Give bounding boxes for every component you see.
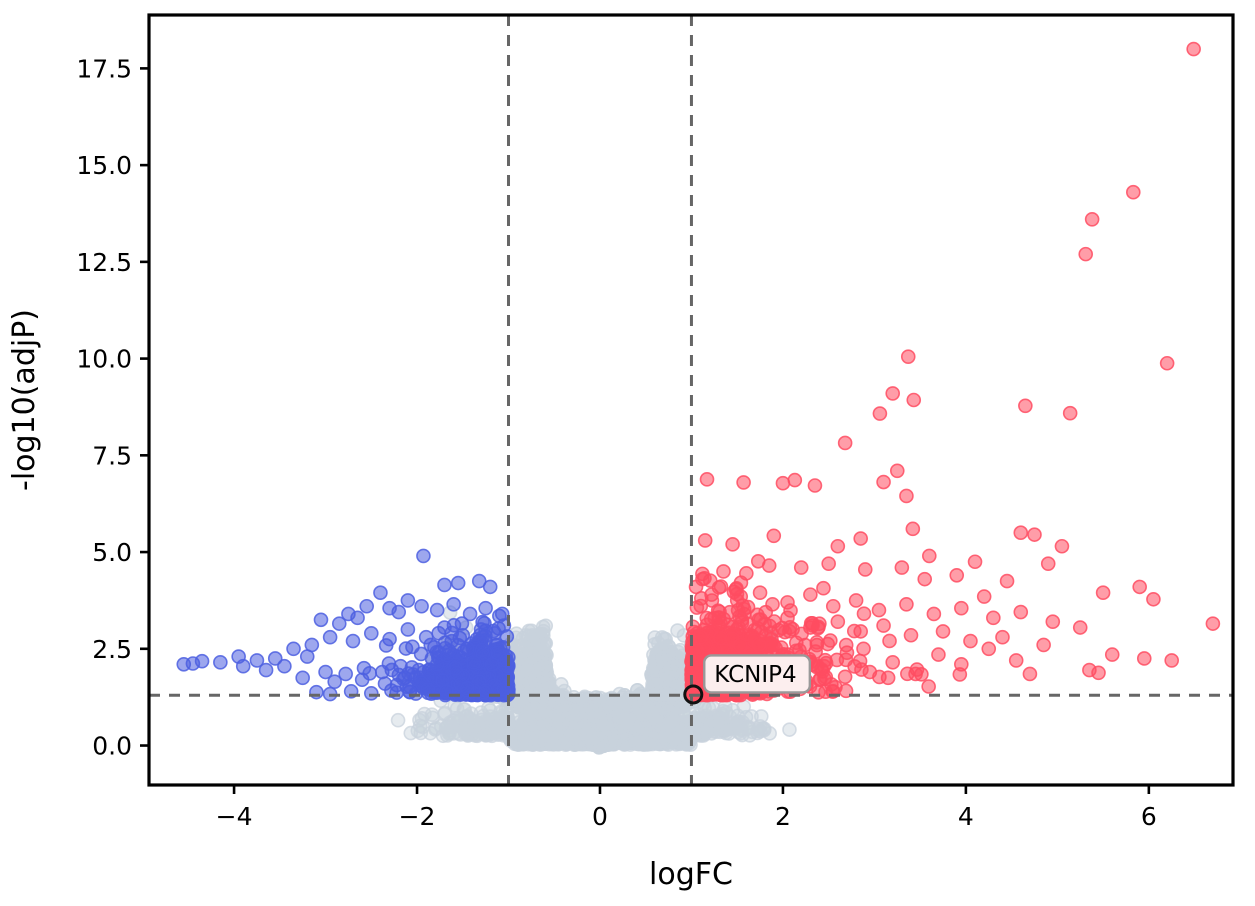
y-tick-label: 17.5 [76,54,132,83]
y-axis-label: -log10(adjP) [7,309,42,491]
x-tick-label: 6 [1141,802,1157,831]
annotation-label: KCNIP4 [714,662,796,688]
points-upregulated [684,41,1221,703]
axes-spines [147,13,1235,787]
y-tick-label: 0.0 [92,732,132,761]
annotation-box [703,654,812,694]
annotation-marker [683,684,704,705]
y-tick-label: 10.0 [76,345,132,374]
y-tick-label: 15.0 [76,151,132,180]
x-tick-label: 0 [592,802,608,831]
y-tick-label: 7.5 [92,441,132,470]
y-tick-label: 5.0 [92,538,132,567]
gene-annotation: KCNIP4 [683,654,812,705]
threshold-lines [149,15,1233,785]
x-axis-label: logFC [649,857,733,892]
x-tick-label: 2 [775,802,791,831]
y-tick-label: 12.5 [76,248,132,277]
x-tick-label: −4 [216,802,253,831]
x-tick-label: 4 [958,802,974,831]
y-tick-label: 2.5 [92,635,132,664]
points-downregulated [176,548,516,703]
axis-ticks: −4 −2 0 2 4 6 0.0 2.5 5.0 7.5 10.0 12.5 15.0 17.5 [76,54,1156,831]
x-tick-label: −2 [399,802,436,831]
